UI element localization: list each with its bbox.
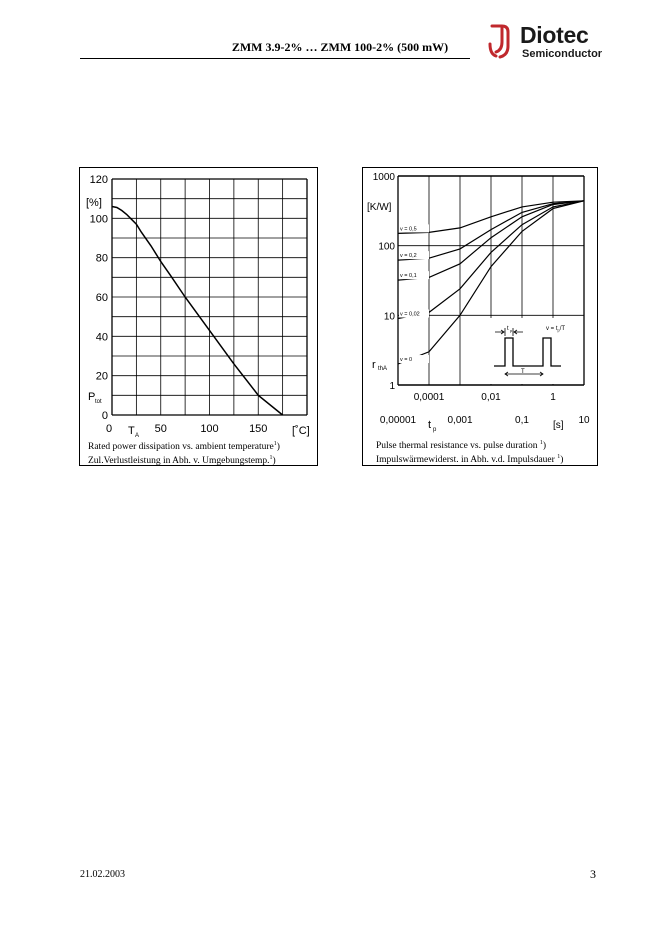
y-axis-unit: [%] — [86, 197, 102, 209]
series-label-background — [399, 355, 429, 364]
logo-subtitle: Semiconductor — [522, 48, 603, 60]
y-tick-label: 20 — [96, 371, 108, 383]
y-axis-label: r — [372, 359, 376, 371]
x-tick-label: 150 — [249, 423, 267, 435]
series-label-background — [399, 251, 429, 260]
tp-arrow-right — [513, 329, 523, 335]
right-caption: Pulse thermal resistance vs. pulse durat… — [376, 438, 563, 466]
inset-v-formula: v = tp/T — [546, 326, 565, 333]
left-caption-footnote: 1 — [273, 441, 277, 447]
y-axis-label: P — [88, 391, 95, 403]
series-label: v = 0,02 — [400, 312, 420, 318]
x-tick-label: 10 — [578, 415, 590, 426]
header-rule — [80, 58, 470, 59]
right-caption-suffix-2: ) — [560, 455, 564, 466]
y-axis-label-subscript: tot — [95, 399, 102, 405]
logo-wordmark: Diotec — [520, 22, 589, 48]
left-caption-line-1: Rated power dissipation vs. ambient temp… — [88, 442, 274, 453]
tp-arrow-left — [495, 329, 505, 335]
x-axis-label: T — [128, 425, 135, 437]
x-tick-label: 0,0001 — [414, 392, 445, 403]
x-tick-label: 0,001 — [447, 415, 472, 426]
right-caption-line-1: Pulse thermal resistance vs. pulse durat… — [376, 441, 538, 452]
x-axis-unit: [s] — [553, 420, 564, 431]
x-axis-label-subscript: p — [433, 427, 437, 433]
y-tick-label: 1 — [389, 381, 395, 392]
page-number: 3 — [590, 867, 596, 881]
x-tick-label: 0 — [106, 423, 112, 435]
left-caption: Rated power dissipation vs. ambient temp… — [88, 439, 280, 467]
left-caption-line-2: Zul.Verlustleistung in Abh. v. Umgebungs… — [88, 456, 270, 467]
y-tick-label: 0 — [102, 410, 108, 422]
left-caption-footnote-2: 1 — [269, 455, 273, 462]
pulse-thermal-chart: 1000 100 10 1 0,0001 0,01 1 0,00001 0,001 0,1 10 [K… — [367, 172, 590, 433]
derating-curve — [111, 205, 284, 416]
y-axis-unit: [K/W] — [367, 202, 392, 213]
x-tick-label: 0,00001 — [380, 415, 417, 426]
y-tick-label: 80 — [96, 253, 108, 265]
x-axis-label-subscript: A — [135, 433, 139, 439]
right-caption-footnote: 1 — [539, 440, 543, 446]
right-caption-footnote-2: 1 — [557, 454, 561, 461]
inset-background — [487, 318, 579, 384]
pulse-waveform — [494, 337, 561, 367]
series-label: v = 0,2 — [400, 253, 417, 259]
x-axis-unit: [˚C] — [292, 425, 310, 437]
x-tick-label: 0,01 — [481, 392, 501, 403]
x-axis-label: t — [428, 419, 431, 431]
series-label: v = 0,1 — [400, 273, 417, 279]
y-tick-label: 60 — [96, 292, 108, 304]
y-tick-label: 120 — [90, 174, 108, 186]
series-label: v = 0,5 — [400, 226, 417, 232]
left-caption-suffix: ) — [276, 442, 280, 453]
y-tick-label: 10 — [384, 311, 396, 322]
x-tick-label: 0,1 — [515, 415, 529, 426]
series-label: v = 0 — [400, 357, 412, 363]
inset-tp-label: t — [507, 326, 509, 332]
series-label-background — [399, 309, 429, 318]
document-title: ZMM 3.9-2% … ZMM 100-2% (500 mW) — [231, 40, 449, 54]
footer-date: 21.02.2003 — [80, 869, 125, 880]
series-label-background — [399, 224, 429, 233]
left-caption-suffix-2: ) — [272, 456, 276, 467]
right-caption-suffix: ) — [542, 441, 547, 452]
thermal-curve-5 — [397, 200, 585, 365]
period-arrow — [504, 371, 544, 377]
power-derating-chart: 120 100 80 60 40 20 00 50 100 150 [%] P tot T A [˚C] — [86, 174, 310, 439]
diotec-logo-mark — [488, 24, 510, 59]
pulse-thermal-chart-frame: 1000 100 10 1 0,0001 0,01 1 0,00001 0,001 0,1 10 [K… — [362, 167, 598, 466]
inset-T-label: T — [521, 369, 525, 375]
y-tick-label: 100 — [90, 213, 108, 225]
right-caption-line-2: Impulswärmewiderst. in Abh. v.d. Impulsd… — [376, 455, 555, 466]
thermal-curve-1 — [397, 200, 585, 234]
y-tick-label: 40 — [96, 331, 108, 343]
x-tick-label: 50 — [155, 423, 167, 435]
series-label-background — [399, 271, 429, 280]
y-tick-label: 100 — [378, 242, 395, 253]
inset-tp-subscript: p — [510, 328, 513, 333]
y-tick-label: 1000 — [373, 172, 396, 183]
y-axis-label-subscript: thA — [378, 366, 387, 372]
x-tick-label: 100 — [200, 423, 218, 435]
x-tick-label: 1 — [550, 392, 556, 403]
